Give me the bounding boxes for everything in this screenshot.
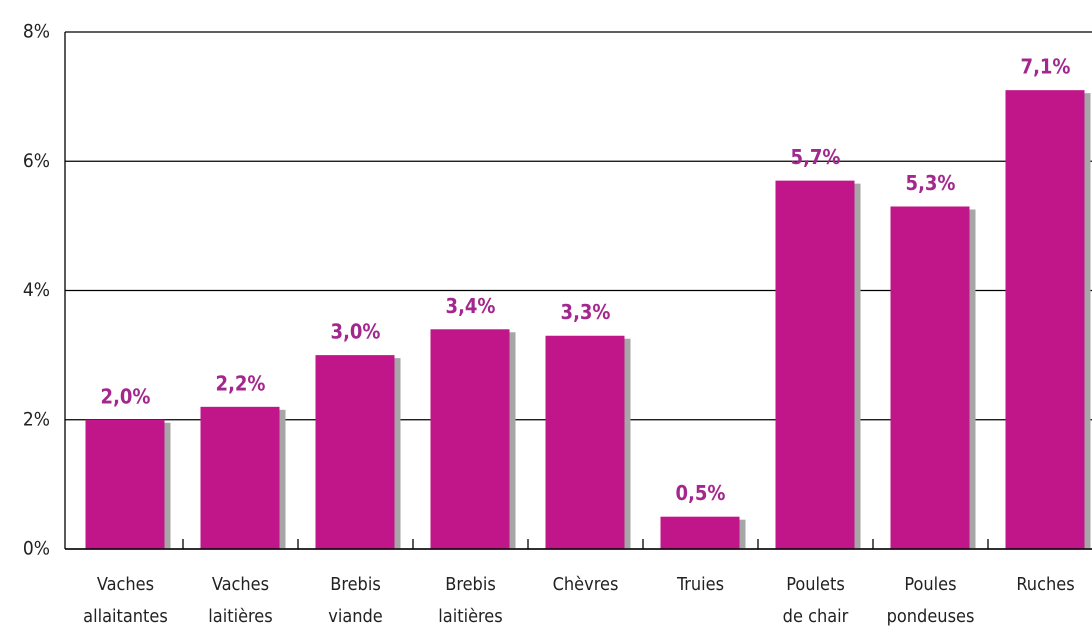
value-label: 3,0%	[331, 320, 381, 344]
y-tick-label: 8%	[23, 21, 50, 43]
x-tick-label: laitières	[208, 606, 272, 627]
bar	[315, 355, 395, 549]
bar	[1005, 90, 1085, 549]
value-label: 0,5%	[676, 481, 726, 505]
bar	[775, 180, 855, 549]
x-tick-label: Poules	[904, 574, 956, 595]
y-tick-label: 6%	[23, 150, 50, 172]
value-label: 2,0%	[101, 384, 151, 408]
x-tick-label: Poulets	[786, 574, 845, 595]
y-tick-label: 0%	[23, 538, 50, 560]
x-tick-label: allaitantes	[83, 606, 168, 627]
bar	[200, 406, 280, 549]
value-label: 5,3%	[906, 171, 956, 195]
x-tick-label: Vaches	[97, 574, 154, 595]
y-tick-label: 2%	[23, 408, 50, 430]
x-tick-label: Vaches	[212, 574, 269, 595]
x-tick-label: pondeuses	[887, 606, 975, 627]
bar	[430, 329, 510, 549]
bar	[660, 516, 740, 549]
value-label: 3,4%	[446, 294, 496, 318]
value-label: 3,3%	[561, 300, 611, 324]
value-label: 7,1%	[1021, 55, 1071, 79]
bar	[545, 335, 625, 549]
value-label: 2,2%	[216, 371, 266, 395]
y-tick-label: 4%	[23, 279, 50, 301]
bar	[85, 419, 165, 549]
x-tick-label: viande	[328, 606, 383, 627]
bar	[890, 206, 970, 550]
value-label: 5,7%	[791, 145, 841, 169]
x-tick-label: Chèvres	[553, 574, 619, 595]
x-tick-label: de chair	[783, 606, 849, 627]
x-tick-label: laitières	[438, 606, 502, 627]
x-tick-label: Truies	[676, 574, 724, 595]
x-tick-label: Brebis	[445, 574, 496, 595]
x-tick-label: Brebis	[330, 574, 381, 595]
x-tick-label: Ruches	[1016, 574, 1074, 595]
